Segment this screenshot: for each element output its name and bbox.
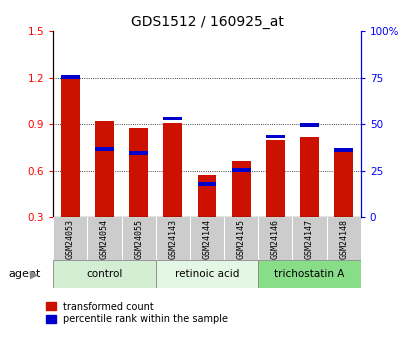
Bar	[163, 122, 182, 217]
Bar	[53, 260, 155, 288]
Text: GSM24143: GSM24143	[168, 219, 177, 259]
Bar	[61, 76, 80, 217]
Bar	[53, 217, 87, 260]
Title: GDS1512 / 160925_at: GDS1512 / 160925_at	[130, 14, 283, 29]
Bar	[95, 147, 114, 151]
Bar	[197, 175, 216, 217]
Bar	[95, 121, 114, 217]
Text: GSM24053: GSM24053	[66, 219, 75, 259]
Bar	[258, 217, 292, 260]
Text: ▶: ▶	[29, 269, 38, 279]
Bar	[299, 137, 318, 217]
Bar	[155, 260, 258, 288]
Text: GSM24147: GSM24147	[304, 219, 313, 259]
Text: retinoic acid: retinoic acid	[174, 269, 239, 279]
Bar	[121, 217, 155, 260]
Bar	[129, 128, 148, 217]
Text: GSM24054: GSM24054	[100, 219, 109, 259]
Bar	[231, 168, 250, 172]
Bar	[87, 217, 121, 260]
Text: GSM24146: GSM24146	[270, 219, 279, 259]
Text: control: control	[86, 269, 122, 279]
Bar	[265, 135, 284, 138]
Text: GSM24055: GSM24055	[134, 219, 143, 259]
Bar	[155, 217, 189, 260]
Text: GSM24145: GSM24145	[236, 219, 245, 259]
Bar	[129, 151, 148, 155]
Bar	[326, 217, 360, 260]
Bar	[231, 161, 250, 217]
Text: agent: agent	[8, 269, 40, 279]
Bar	[61, 75, 80, 79]
Bar	[224, 217, 258, 260]
Bar	[189, 217, 224, 260]
Bar	[333, 148, 352, 217]
Bar	[299, 123, 318, 127]
Bar	[258, 260, 360, 288]
Bar	[265, 140, 284, 217]
Legend: transformed count, percentile rank within the sample: transformed count, percentile rank withi…	[46, 302, 228, 324]
Text: GSM24144: GSM24144	[202, 219, 211, 259]
Text: trichostatin A: trichostatin A	[274, 269, 344, 279]
Bar	[333, 148, 352, 151]
Bar	[292, 217, 326, 260]
Bar	[163, 117, 182, 120]
Bar	[197, 182, 216, 186]
Text: GSM24148: GSM24148	[338, 219, 347, 259]
